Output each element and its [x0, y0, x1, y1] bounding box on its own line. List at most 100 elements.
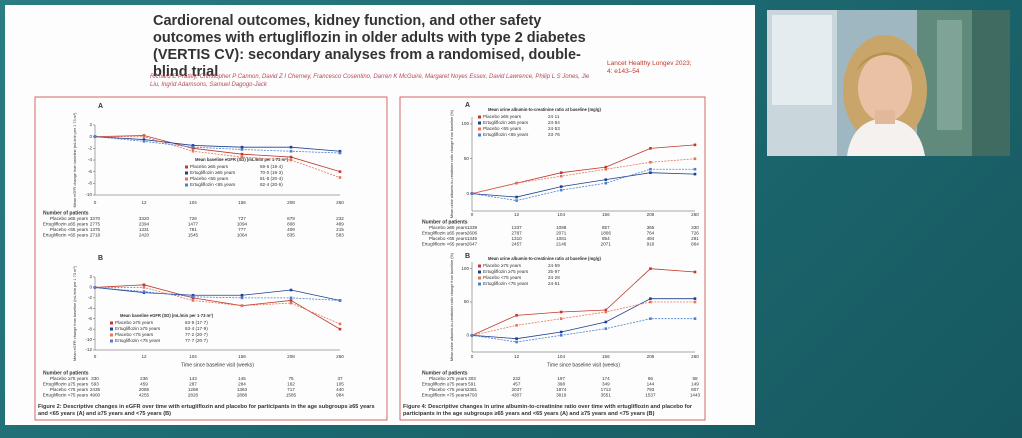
table-count: 2826 — [188, 393, 199, 398]
point-marker — [515, 324, 518, 327]
x-tick-label: 12 — [514, 354, 520, 359]
legend-label: Placebo ≥65 years — [483, 114, 522, 119]
point-marker — [693, 143, 697, 147]
legend-swatch — [110, 327, 113, 331]
table-count: 2420 — [139, 233, 150, 238]
table-count: 330 — [691, 225, 699, 230]
legend-label: Ertugliflozin <65 years — [483, 132, 529, 137]
legend-value: 24·53 — [548, 126, 560, 131]
table-row-label: Placebo ≥65 years — [50, 216, 89, 221]
point-marker — [289, 301, 293, 305]
legend-value: 81·8 (20·4) — [260, 176, 283, 181]
table-count: 303 — [468, 376, 476, 381]
legend-swatch — [478, 115, 481, 119]
point-marker — [142, 286, 146, 289]
point-marker — [240, 148, 244, 151]
y-tick-label: 50 — [464, 156, 470, 161]
table-count: 459 — [140, 382, 148, 387]
table-row-label: Ertugliflozin <75 years — [43, 393, 89, 398]
legend-label: Ertugliflozin ≥75 years — [483, 269, 529, 274]
point-marker — [191, 299, 195, 302]
legend-label: Placebo <75 years — [115, 332, 154, 337]
y-tick-label: 0 — [89, 285, 92, 290]
legend-value: 24·51 — [548, 281, 560, 286]
point-marker — [604, 308, 608, 312]
table-count: 4255 — [139, 393, 150, 398]
slide — [5, 5, 755, 425]
table-count: 717 — [287, 387, 295, 392]
y-tick-label: 0 — [466, 191, 469, 196]
table-count: 1345 — [467, 236, 478, 241]
point-marker — [604, 320, 608, 324]
point-marker — [559, 185, 563, 188]
legend-label: Placebo <75 years — [483, 275, 522, 280]
series-line — [471, 168, 695, 201]
point-marker — [515, 337, 518, 340]
series-line — [471, 172, 696, 198]
series-line — [471, 158, 696, 194]
table-count: 1477 — [188, 222, 199, 227]
table-count: 857 — [602, 225, 610, 230]
y-tick-label: 100 — [461, 121, 469, 126]
table-count: 583 — [336, 233, 344, 238]
table-count: 2718 — [90, 233, 101, 238]
table-count: 2085 — [139, 387, 150, 392]
legend-title: Mean baseline eGFR (SD) (mL/min per 1·73… — [195, 157, 289, 162]
table-count: 75 — [288, 376, 294, 381]
x-tick-label: 0 — [94, 200, 97, 205]
legend-value: 63·4 (17·9) — [185, 326, 208, 331]
legend-label: Placebo ≥75 years — [115, 320, 154, 325]
table-count: 162 — [287, 382, 295, 387]
point-marker — [191, 144, 195, 147]
legend-value: 24·28 — [548, 275, 560, 280]
figure-frame — [399, 96, 706, 421]
point-marker — [559, 171, 563, 175]
table-count: 2787 — [511, 231, 522, 236]
legend-label: Placebo <65 years — [483, 126, 522, 131]
series-line — [94, 287, 341, 301]
point-marker — [559, 330, 563, 334]
table-count: 1806 — [601, 231, 612, 236]
legend-label: Ertugliflozin <75 years — [483, 281, 529, 286]
legend-swatch — [110, 339, 113, 343]
point-marker — [338, 322, 342, 326]
table-count: 1363 — [237, 387, 248, 392]
legend-swatch — [185, 183, 188, 187]
series-line — [94, 136, 341, 152]
table-count: 4307 — [511, 393, 522, 398]
table-count: 4900 — [90, 393, 101, 398]
point-marker — [559, 310, 563, 314]
point-marker — [693, 172, 697, 176]
panel-label: B — [465, 253, 470, 260]
authors: Richard E Pratley, Christopher P Cannon,… — [150, 74, 590, 88]
table-row-label: Placebo ≥75 years — [50, 376, 89, 381]
table-count: 409 — [287, 227, 295, 232]
point-marker — [515, 181, 518, 185]
point-marker — [515, 314, 518, 317]
table-count: 2606 — [467, 231, 478, 236]
table-count: 726 — [691, 231, 699, 236]
y-axis-label: Mean urine albumin-to-creatinine ratio c… — [450, 252, 454, 361]
table-count: 494 — [647, 236, 655, 241]
table-count: 727 — [238, 216, 246, 221]
point-marker — [142, 135, 146, 138]
point-marker — [240, 293, 244, 297]
table-count: 793 — [647, 387, 655, 392]
x-tick-label: 260 — [691, 354, 699, 359]
point-marker — [693, 167, 697, 171]
table-count: 918 — [647, 242, 655, 247]
table-count: 808 — [287, 222, 295, 227]
point-marker — [191, 293, 195, 297]
series-line — [94, 284, 341, 330]
point-marker — [289, 149, 293, 153]
table-row-label: Ertugliflozin ≥75 years — [422, 382, 468, 387]
table-title: Number of patients — [43, 210, 89, 216]
point-marker — [693, 317, 697, 320]
point-marker — [191, 145, 195, 149]
x-axis-label: Time since baseline visit (weeks) — [181, 362, 254, 368]
point-marker — [338, 151, 342, 155]
x-tick-label: 156 — [238, 354, 246, 359]
table-title: Number of patients — [43, 370, 89, 376]
